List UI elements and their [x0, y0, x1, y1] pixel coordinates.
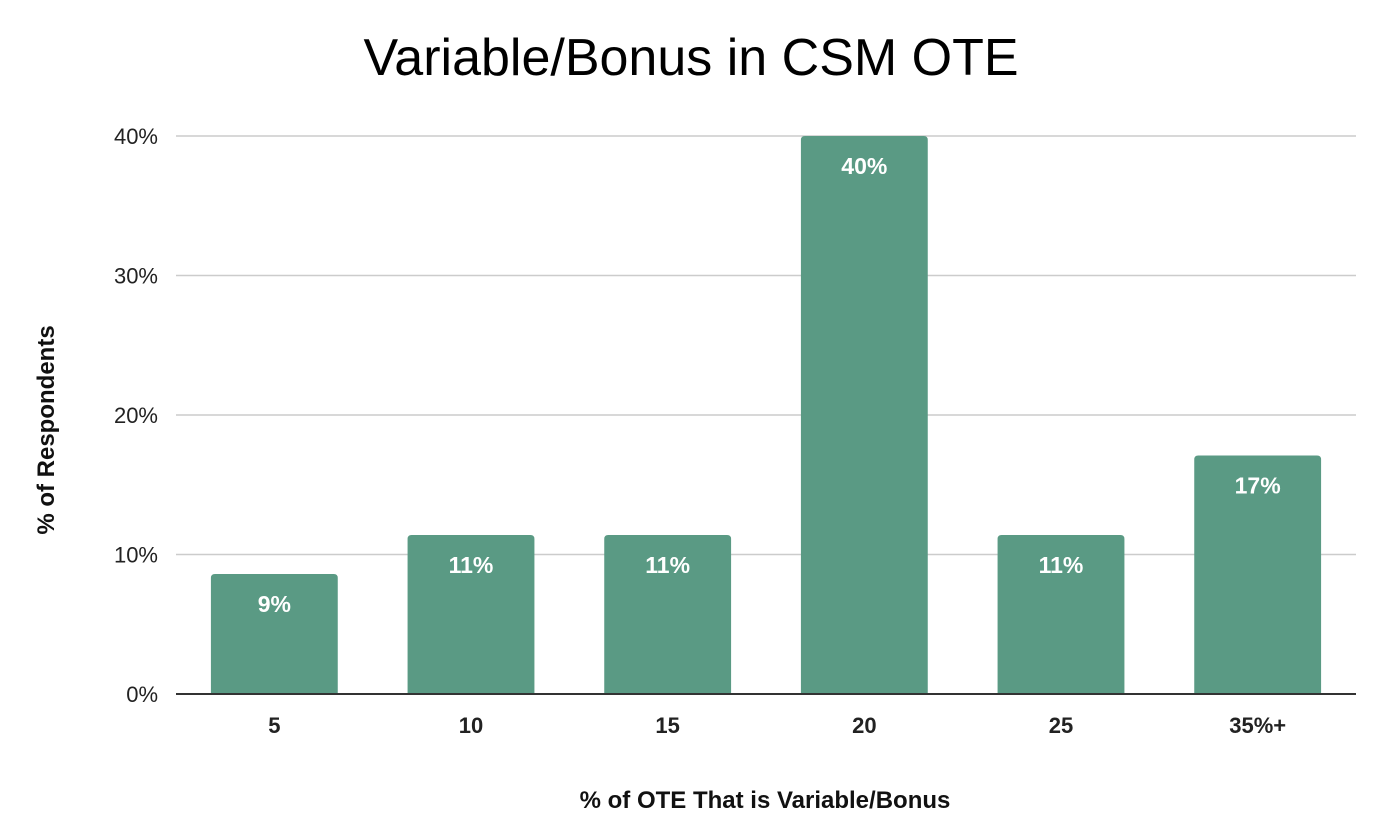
x-tick-label: 35%+ [1229, 713, 1286, 738]
chart-title: Variable/Bonus in CSM OTE [363, 29, 1019, 87]
bar [997, 534, 1125, 694]
y-tick-label: 30% [114, 264, 158, 289]
bar-data-label: 9% [258, 591, 291, 617]
x-tick-label: 5 [268, 713, 280, 738]
bar-data-label: 40% [841, 153, 887, 179]
bars: 9% 11% 11% 40% 11% 17% [210, 136, 1322, 694]
bar [210, 574, 338, 694]
y-axis-ticks: 0% 10% 20% 30% 40% [114, 124, 158, 707]
y-tick-label: 20% [114, 403, 158, 428]
x-axis-title: % of OTE That is Variable/Bonus [580, 787, 951, 814]
y-tick-label: 10% [114, 543, 158, 568]
gridlines [176, 135, 1356, 556]
bar-data-label: 11% [645, 552, 690, 578]
bar [800, 136, 928, 694]
bar-data-label: 17% [1235, 472, 1281, 498]
x-tick-label: 10 [459, 713, 483, 738]
x-tick-label: 20 [852, 713, 876, 738]
x-axis-ticks: 5 10 15 20 25 35%+ [268, 713, 1286, 738]
y-tick-label: 0% [126, 682, 158, 707]
bar [604, 534, 732, 694]
bar [407, 534, 535, 694]
bar-data-label: 11% [449, 552, 494, 578]
y-axis-title: % of Respondents [33, 325, 60, 534]
y-tick-label: 40% [114, 124, 158, 149]
bar-data-label: 11% [1039, 552, 1084, 578]
x-tick-label: 15 [655, 713, 679, 738]
x-tick-label: 25 [1049, 713, 1073, 738]
bar [1194, 455, 1322, 694]
